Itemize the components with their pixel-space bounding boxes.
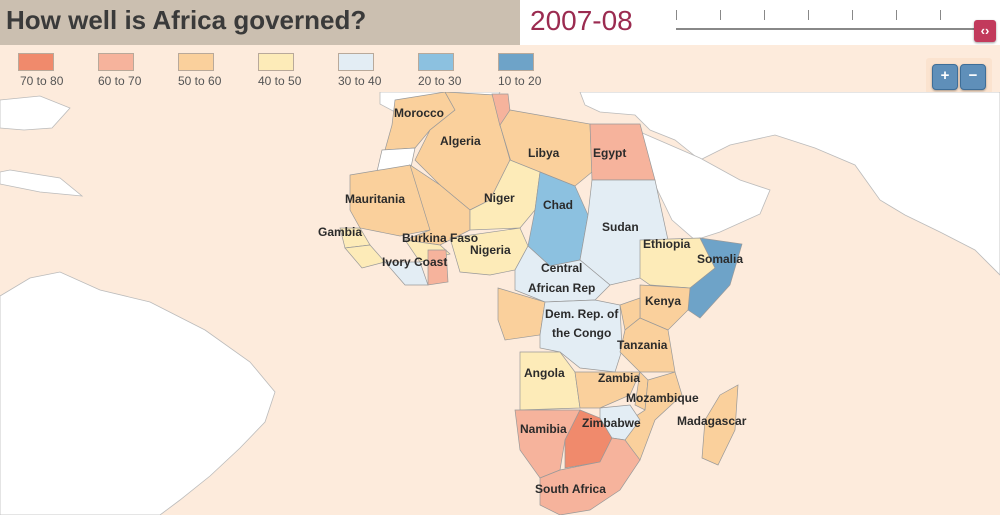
label-ethiopia: Ethiopia [643, 237, 691, 251]
title-bar: How well is Africa governed? [0, 0, 520, 45]
slider-handle[interactable]: ‹› [974, 20, 996, 42]
label-somalia: Somalia [697, 252, 743, 266]
year-label: 2007-08 [530, 5, 633, 36]
label-drc-line1: Dem. Rep. of [545, 307, 619, 321]
label-zimbabwe: Zimbabwe [582, 416, 641, 430]
slider-tick [808, 10, 809, 20]
legend-label: 10 to 20 [498, 74, 542, 88]
legend-swatch-40-50 [258, 53, 294, 71]
zoom-out-button[interactable]: − [960, 64, 986, 90]
legend-swatch-70-80 [18, 53, 54, 71]
legend-label: 70 to 80 [20, 74, 64, 88]
country-drc[interactable] [539, 299, 623, 373]
legend-swatch-20-30 [418, 53, 454, 71]
legend: 70 to 80 60 to 70 50 to 60 40 to 50 30 t… [0, 45, 1000, 92]
country-cameroon-gabon[interactable] [497, 287, 546, 341]
zoom-out-icon: − [968, 67, 978, 84]
label-nigeria: Nigeria [470, 243, 511, 257]
label-chad: Chad [543, 198, 573, 212]
caribbean-land [0, 169, 84, 197]
slider-tick [676, 10, 677, 20]
label-sudan: Sudan [602, 220, 639, 234]
africa-map[interactable]: Morocco Algeria Libya Egypt Mauritania N… [0, 92, 1000, 515]
legend-label: 50 to 60 [178, 74, 222, 88]
page-title: How well is Africa governed? [6, 5, 367, 35]
slider-tick [720, 10, 721, 20]
legend-item: 60 to 70 [86, 53, 146, 88]
country-somalia[interactable] [687, 237, 743, 319]
year-slider[interactable]: ‹› [676, 6, 996, 42]
country-guinea[interactable] [344, 244, 386, 269]
legend-label: 30 to 40 [338, 74, 382, 88]
label-drc-line2: the Congo [552, 326, 611, 340]
legend-swatch-50-60 [178, 53, 214, 71]
label-mozambique: Mozambique [626, 391, 699, 405]
asia-land [579, 92, 1000, 276]
legend-item: 30 to 40 [326, 53, 386, 88]
label-gambia: Gambia [318, 225, 362, 239]
label-zambia: Zambia [598, 371, 640, 385]
header: How well is Africa governed? 2007-08 ‹› [0, 0, 1000, 45]
label-south-africa: South Africa [535, 482, 606, 496]
slider-tick [764, 10, 765, 20]
legend-swatch-10-20 [498, 53, 534, 71]
label-burkina-faso: Burkina Faso [402, 231, 478, 245]
legend-label: 40 to 50 [258, 74, 302, 88]
legend-item: 40 to 50 [246, 53, 306, 88]
legend-label: 60 to 70 [98, 74, 142, 88]
slider-track[interactable] [676, 28, 976, 30]
north-america-land [0, 95, 71, 131]
slider-tick [852, 10, 853, 20]
legend-swatch-30-40 [338, 53, 374, 71]
country-madagascar[interactable] [701, 384, 739, 466]
slider-tick [940, 10, 941, 20]
country-ghana[interactable] [427, 249, 449, 286]
label-mauritania: Mauritania [345, 192, 405, 206]
label-morocco: Morocco [394, 106, 444, 120]
legend-label: 20 to 30 [418, 74, 462, 88]
label-libya: Libya [528, 146, 560, 160]
south-america-land [0, 271, 276, 515]
label-madagascar: Madagascar [677, 414, 747, 428]
label-car-line1: Central [541, 261, 582, 275]
label-egypt: Egypt [593, 146, 626, 160]
zoom-in-icon: + [940, 67, 950, 84]
label-ivory-coast: Ivory Coast [382, 255, 447, 269]
country-south-africa[interactable] [539, 437, 641, 515]
label-kenya: Kenya [645, 294, 681, 308]
legend-item: 70 to 80 [6, 53, 66, 88]
label-niger: Niger [484, 191, 515, 205]
label-tanzania: Tanzania [617, 338, 668, 352]
label-algeria: Algeria [440, 134, 481, 148]
zoom-in-button[interactable]: + [932, 64, 958, 90]
legend-item: 10 to 20 [486, 53, 546, 88]
legend-swatch-60-70 [98, 53, 134, 71]
label-namibia: Namibia [520, 422, 567, 436]
slider-tick [896, 10, 897, 20]
label-car-line2: African Rep [528, 281, 595, 295]
legend-item: 50 to 60 [166, 53, 226, 88]
label-angola: Angola [524, 366, 565, 380]
country-zambia[interactable] [574, 371, 641, 409]
legend-item: 20 to 30 [406, 53, 466, 88]
